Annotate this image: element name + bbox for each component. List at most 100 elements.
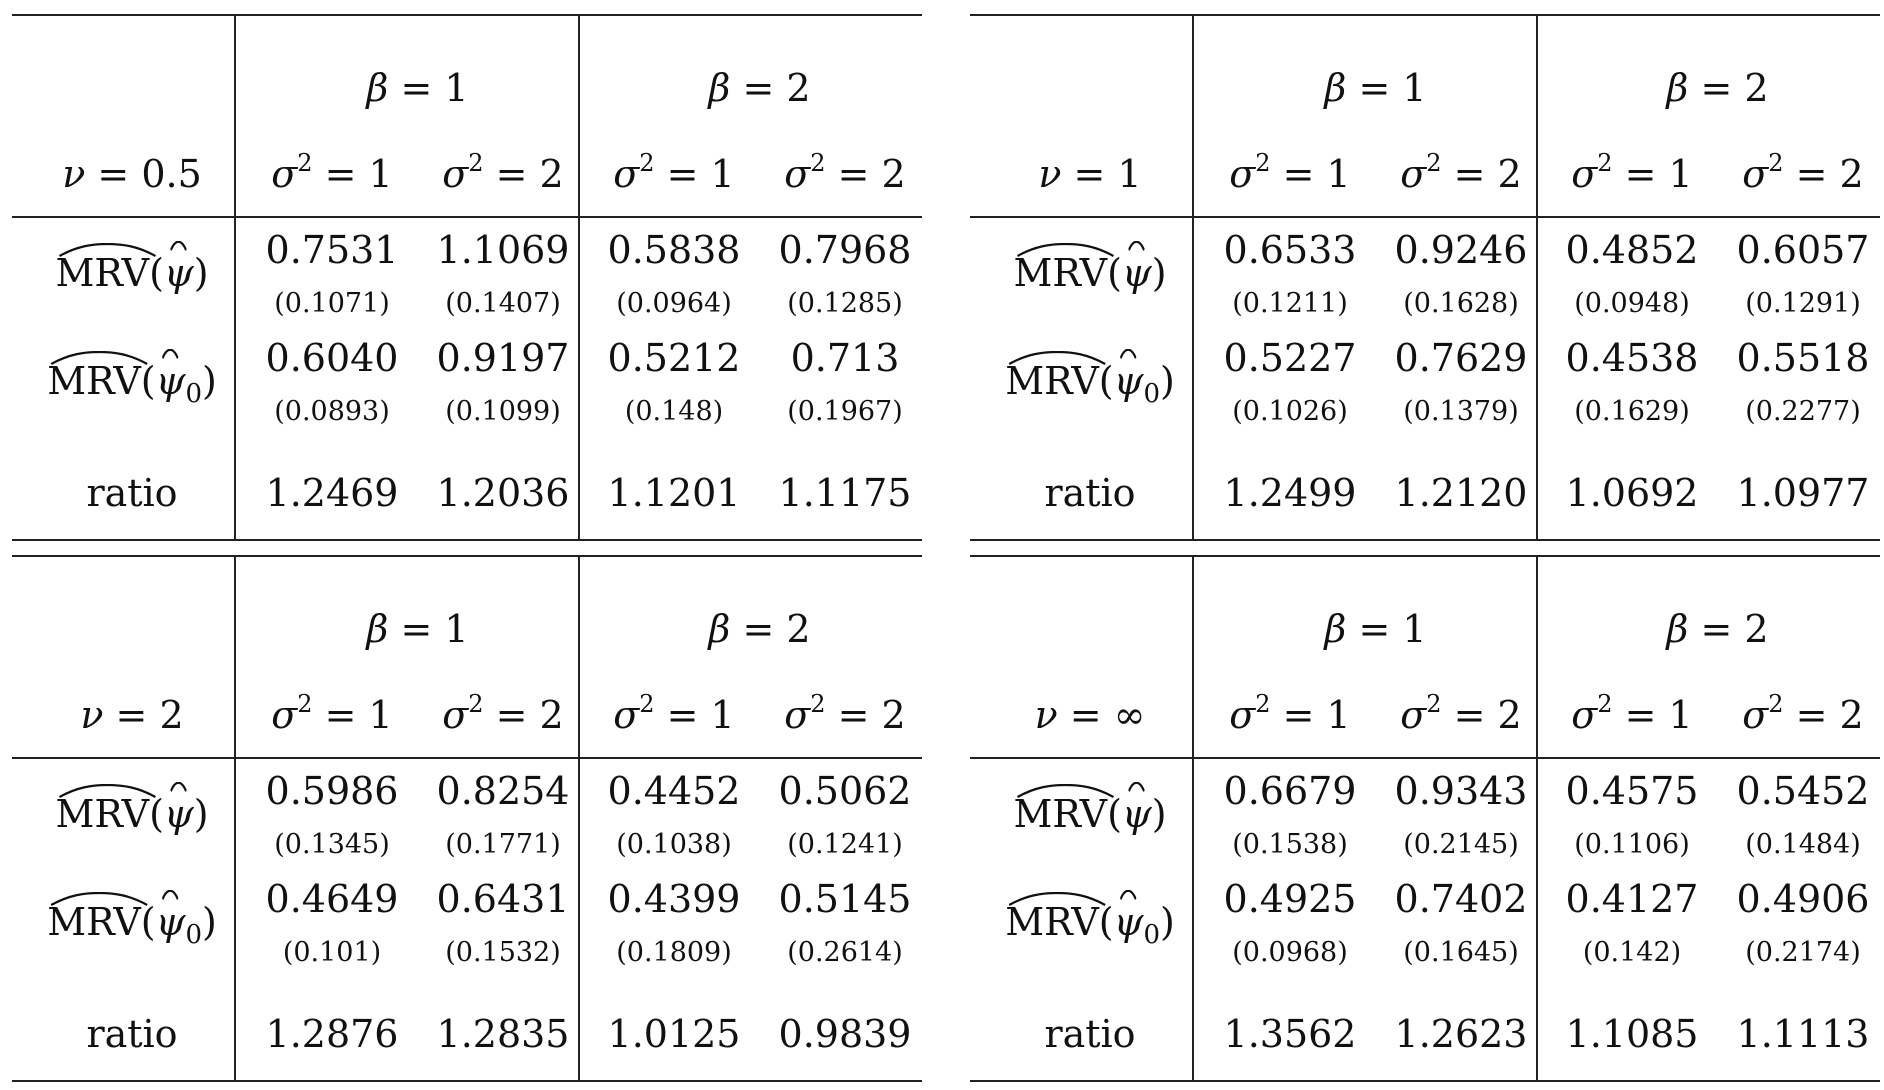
column-divider xyxy=(578,14,580,541)
math-label: σ2 = 2 xyxy=(784,149,906,196)
top-rule xyxy=(12,14,922,16)
top-rule xyxy=(970,14,1880,16)
mrv-psi0-std-error: (0.142) xyxy=(1582,937,1682,968)
bottom-rule xyxy=(970,1080,1880,1082)
table-panel: β = 1 β = 2 ν = ∞ σ2 = 1 σ2 = 2 σ2 = 1 σ2 = 2 M… xyxy=(970,555,1880,1082)
ratio-value: 1.1085 xyxy=(1565,1012,1699,1056)
ratio-value: 1.1201 xyxy=(607,471,741,515)
math-label: ν = 2 xyxy=(80,693,184,737)
ratio-value: 1.2876 xyxy=(265,1012,399,1056)
mrv-psi0-label: MRV (ψ 0) xyxy=(47,900,217,950)
row-label-mrv-psi: MRV (ψ) xyxy=(1013,251,1167,295)
sigma-header: σ2 = 1 xyxy=(1571,151,1692,196)
mrv-psi0-value: 0.6040 xyxy=(265,336,399,380)
mrv-psi-std-error: (0.1241) xyxy=(787,829,903,860)
ratio-value: 1.0125 xyxy=(607,1012,741,1056)
math-label: β = 1 xyxy=(366,607,469,651)
beta-header: β = 1 xyxy=(1324,607,1426,651)
math-label: β = 2 xyxy=(708,66,811,110)
ratio-value: 1.2120 xyxy=(1394,471,1528,515)
mrv-psi-std-error: (0.1285) xyxy=(787,288,903,319)
mrv-psi0-value: 0.713 xyxy=(790,336,900,380)
mrv-psi-std-error: (0.1211) xyxy=(1232,288,1348,319)
table-panel: β = 1 β = 2 ν = 0.5 σ2 = 1 σ2 = 2 σ2 = 1 σ2 = … xyxy=(12,14,922,541)
sigma-header: σ2 = 2 xyxy=(1742,151,1863,196)
sigma-header: σ2 = 2 xyxy=(1400,151,1521,196)
row-label-ratio: ratio xyxy=(86,471,178,515)
ratio-value: 1.0977 xyxy=(1736,471,1870,515)
mrv-psi0-value: 0.4649 xyxy=(265,877,399,921)
mrv-psi-std-error: (0.1538) xyxy=(1232,829,1348,860)
row-label-ratio: ratio xyxy=(86,1012,178,1056)
mrv-psi-std-error: (0.1038) xyxy=(616,829,732,860)
beta-header: β = 2 xyxy=(708,607,810,651)
mrv-psi0-std-error: (0.2614) xyxy=(787,937,903,968)
mrv-psi0-label: MRV (ψ 0) xyxy=(47,359,217,409)
math-label: σ2 = 2 xyxy=(1742,690,1864,737)
mrv-psi-std-error: (0.1291) xyxy=(1745,288,1861,319)
mrv-psi-std-error: (0.1484) xyxy=(1745,829,1861,860)
beta-header: β = 2 xyxy=(1666,66,1768,110)
mrv-psi0-value: 0.4399 xyxy=(607,877,741,921)
mrv-psi-value: 0.5986 xyxy=(265,769,399,813)
sigma-header: σ2 = 2 xyxy=(784,149,906,196)
column-divider xyxy=(234,555,236,1082)
mrv-psi0-std-error: (0.1809) xyxy=(616,937,732,968)
sigma-header: σ2 = 2 xyxy=(442,151,563,196)
nu-label: ν = ∞ xyxy=(1035,693,1146,737)
mrv-psi-value: 0.5452 xyxy=(1736,769,1870,813)
nu-label: ν = 1 xyxy=(1038,152,1141,196)
math-label: β = 1 xyxy=(1324,607,1427,651)
mrv-psi-value: 0.9343 xyxy=(1394,769,1528,813)
mrv-psi-std-error: (0.0948) xyxy=(1574,288,1690,319)
math-label: σ2 = 2 xyxy=(1400,690,1522,737)
ratio-value: 1.2835 xyxy=(436,1012,570,1056)
mrv-psi-value: 0.7968 xyxy=(778,228,912,272)
mrv-psi0-std-error: (0.1026) xyxy=(1232,396,1348,427)
row-label-mrv-psi0: MRV (ψ 0) xyxy=(47,900,217,957)
mrv-psi0-value: 0.9197 xyxy=(436,336,570,380)
mid-rule xyxy=(12,216,922,218)
top-rule xyxy=(12,555,922,557)
mrv-psi-value: 1.1069 xyxy=(436,228,570,272)
mrv-psi-std-error: (0.0964) xyxy=(616,288,732,319)
mrv-psi-std-error: (0.1345) xyxy=(274,829,390,860)
sigma-header: σ2 = 2 xyxy=(1400,690,1522,737)
mrv-psi0-std-error: (0.148) xyxy=(624,396,724,427)
row-label-mrv-psi0: MRV (ψ 0) xyxy=(47,359,217,416)
mrv-psi0-label: MRV (ψ 0) xyxy=(1005,900,1175,950)
mrv-psi-value: 0.4575 xyxy=(1565,769,1699,813)
ratio-value: 1.2499 xyxy=(1223,471,1357,515)
mrv-psi-label: MRV (ψ) xyxy=(55,792,209,836)
mrv-psi0-std-error: (0.1532) xyxy=(445,937,561,968)
math-label: σ2 = 1 xyxy=(271,149,393,196)
ratio-value: 0.9839 xyxy=(778,1012,912,1056)
mrv-psi-label: MRV (ψ) xyxy=(55,251,209,295)
math-label: ν = 0.5 xyxy=(62,152,202,196)
beta-header: β = 1 xyxy=(366,66,468,110)
mrv-psi0-std-error: (0.2174) xyxy=(1745,937,1861,968)
ratio-value: 1.2036 xyxy=(436,471,570,515)
math-label: ν = ∞ xyxy=(1034,693,1146,737)
bottom-rule xyxy=(970,539,1880,541)
mrv-psi0-value: 0.4925 xyxy=(1223,877,1357,921)
mrv-psi-label: MRV (ψ) xyxy=(1013,251,1167,295)
math-label: σ2 = 1 xyxy=(613,149,735,196)
math-label: β = 1 xyxy=(1324,66,1427,110)
math-label: σ2 = 1 xyxy=(271,690,393,737)
math-label: β = 2 xyxy=(1666,66,1769,110)
nu-label: ν = 2 xyxy=(80,693,183,737)
mrv-psi0-std-error: (0.101) xyxy=(282,937,382,968)
beta-header: β = 2 xyxy=(1666,607,1768,651)
table-panel: β = 1 β = 2 ν = 1 σ2 = 1 σ2 = 2 σ2 = 1 σ2 = 2 M… xyxy=(970,14,1880,541)
mrv-psi-std-error: (0.1106) xyxy=(1574,829,1690,860)
row-label-mrv-psi: MRV (ψ) xyxy=(1013,792,1167,836)
bottom-rule xyxy=(12,1080,922,1082)
sigma-header: σ2 = 1 xyxy=(1571,692,1692,737)
math-label: σ2 = 2 xyxy=(442,690,564,737)
column-divider xyxy=(1192,14,1194,541)
sigma-header: σ2 = 2 xyxy=(1742,690,1864,737)
mrv-psi-value: 0.6057 xyxy=(1736,228,1870,272)
sigma-header: σ2 = 1 xyxy=(1229,151,1350,196)
mrv-psi0-value: 0.5212 xyxy=(607,336,741,380)
